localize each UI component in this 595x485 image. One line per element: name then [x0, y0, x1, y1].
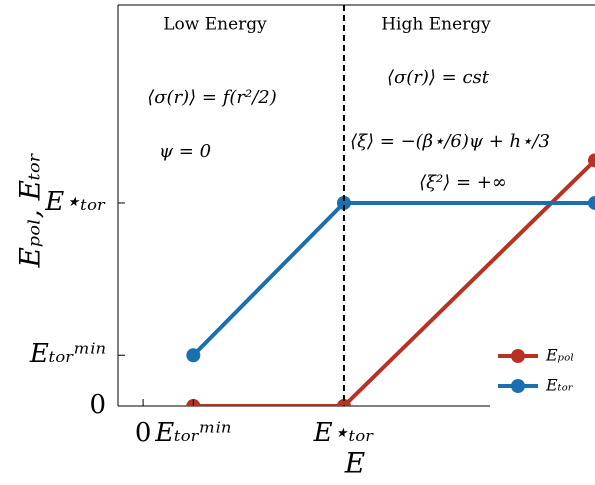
legend-label: Eₚₒₗ [545, 346, 574, 365]
x-tick-label: E⋆ₜₒᵣ [313, 418, 375, 448]
point [186, 348, 201, 363]
point [336, 399, 351, 406]
legend-marker [511, 379, 525, 393]
legend-box [490, 338, 595, 408]
y-tick-label: E⋆ₜₒᵣ [44, 187, 106, 217]
annotation: ⟨σ(r)⟩ = cst [387, 67, 490, 88]
annotation: ⟨ξ⟩ = −(β⋆/6)ψ + h⋆/3 [350, 131, 550, 152]
series-line [193, 158, 595, 406]
legend-marker [511, 349, 525, 363]
annotation: Low Energy [163, 15, 267, 35]
y-tick-label: Eₜₒᵣᵐⁱⁿ [29, 339, 106, 369]
point [336, 195, 351, 210]
x-axis-label: E [344, 447, 365, 480]
plot-area [186, 153, 595, 406]
annotation: ⟨ξ²⟩ = +∞ [419, 172, 507, 193]
legend-label: Eₜₒᵣ [545, 376, 574, 395]
point [588, 153, 595, 168]
annotation: ⟨σ(r)⟩ = f(r²/2) [147, 87, 277, 108]
series-line [191, 200, 595, 357]
annotation: ψ = 0 [159, 141, 211, 162]
point [588, 195, 595, 210]
x-tick-label: Eₜₒᵣᵐⁱⁿ [154, 418, 231, 448]
y-axis-label: Eₚₒₗ, Eₜₒᵣ [14, 152, 47, 268]
x-tick-label: 0 [135, 418, 152, 448]
annotation: High Energy [381, 15, 491, 35]
y-tick-label: 0 [89, 390, 106, 420]
